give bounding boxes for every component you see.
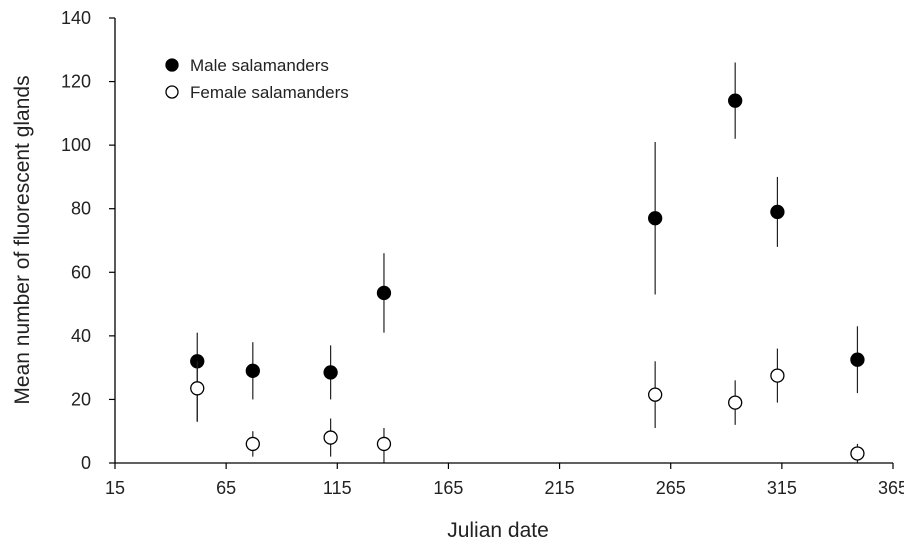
x-tick-label: 315: [767, 478, 797, 498]
female-legend-label: Female salamanders: [190, 83, 349, 102]
female-data-point: [190, 381, 205, 396]
female-data-point: [376, 436, 392, 452]
female-legend-marker: [165, 85, 179, 99]
plot-area: [190, 62, 865, 463]
y-tick-label: 120: [61, 72, 91, 92]
y-axis-title: Mean number of fluorescent glands: [11, 75, 34, 404]
y-tick-label: 20: [71, 389, 91, 409]
y-axis-ticks: 0 20 40 60 80 100 120 140: [61, 8, 115, 473]
x-tick-label: 265: [656, 478, 686, 498]
x-tick-label: 115: [323, 478, 352, 498]
y-tick-label: 40: [71, 326, 91, 346]
female-data-point: [770, 368, 785, 383]
female-data-point: [728, 395, 743, 410]
female-data-point: [648, 387, 663, 402]
x-axis-title: Julian date: [447, 519, 549, 542]
male-legend-label: Male salamanders: [190, 56, 329, 75]
female-data-point: [850, 446, 865, 461]
y-tick-label: 100: [61, 135, 91, 155]
male-data-point: [376, 285, 392, 301]
y-tick-label: 140: [61, 8, 91, 28]
x-tick-label: 215: [545, 478, 575, 498]
male-data-point: [648, 211, 663, 226]
male-legend-marker: [165, 58, 179, 72]
male-data-point: [850, 352, 865, 367]
x-tick-label: 65: [216, 478, 236, 498]
male-data-point: [728, 93, 743, 108]
male-data-point: [323, 365, 338, 380]
x-tick-label: 165: [433, 478, 463, 498]
female-data-point: [245, 436, 260, 452]
y-tick-label: 80: [71, 199, 91, 219]
y-tick-label: 0: [81, 453, 91, 473]
male-data-point: [245, 363, 260, 378]
x-tick-label: 15: [105, 478, 125, 498]
y-tick-label: 60: [71, 262, 91, 282]
x-tick-label: 365: [878, 478, 904, 498]
x-axis-ticks: 15 65 115 165 215 265 315 365: [105, 463, 904, 498]
female-data-point: [323, 430, 338, 445]
male-data-point: [770, 204, 785, 220]
legend: Male salamanders Female salamanders: [165, 56, 349, 102]
